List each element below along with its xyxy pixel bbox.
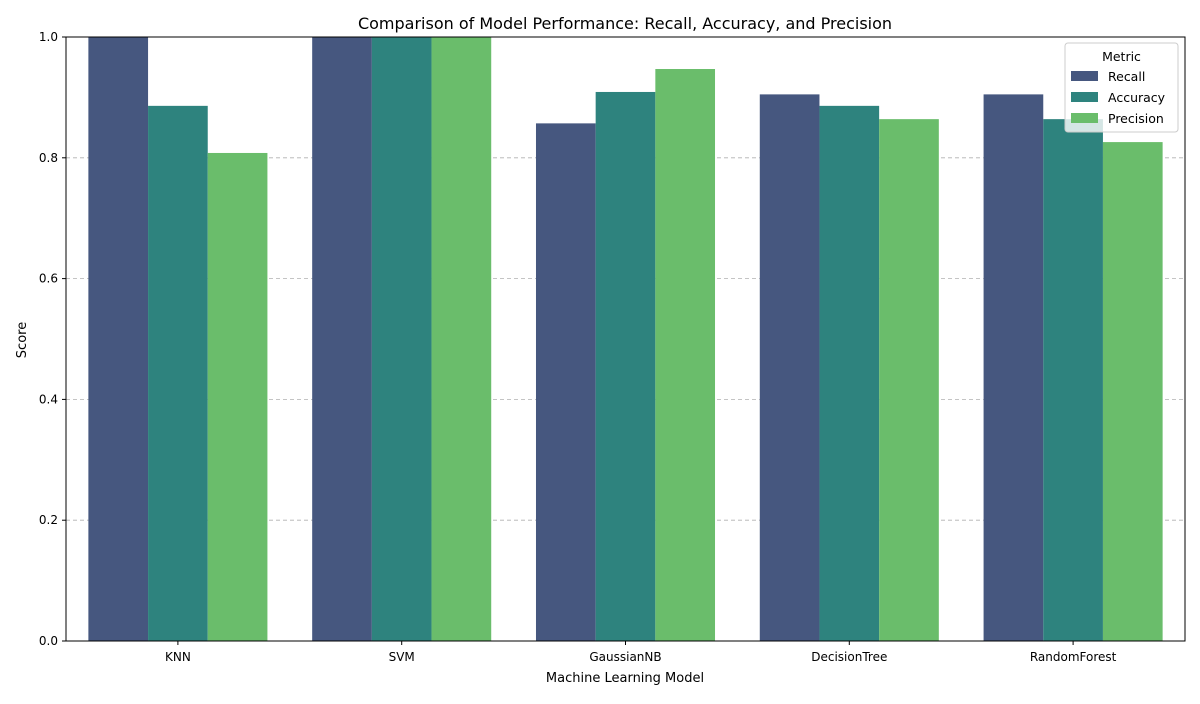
legend-swatch-precision [1071,113,1098,123]
legend-swatch-accuracy [1071,92,1098,102]
bar-recall-randomforest [983,94,1044,641]
bar-recall-decisiontree [759,94,820,641]
x-tick-label: SVM [389,650,415,664]
legend: Metric Recall Accuracy Precision [1064,42,1179,133]
bar-accuracy-knn [148,105,208,641]
bar-recall-gaussiannb [535,123,596,641]
chart-title: Comparison of Model Performance: Recall,… [358,14,892,33]
y-tick-label: 0.6 [39,272,58,286]
bars [88,37,1163,642]
legend-label-recall: Recall [1108,69,1145,84]
bar-recall-knn [88,37,149,641]
legend-title: Metric [1102,49,1141,64]
legend-label-precision: Precision [1108,111,1164,126]
ticks: 0.0 0.2 0.4 0.6 0.8 1.0 KNN SVM GaussianNB Decisi… [39,30,1117,664]
legend-label-accuracy: Accuracy [1108,90,1166,105]
legend-box [1064,42,1179,133]
bar-precision-decisiontree [879,119,939,642]
y-axis-label: Score [15,322,30,358]
x-axis-label: Machine Learning Model [546,671,704,686]
y-tick-label: 1.0 [39,30,58,44]
bar-accuracy-decisiontree [819,105,880,641]
bar-accuracy-gaussiannb [595,91,656,642]
bar-precision-gaussiannb [655,69,716,641]
bar-precision-randomforest [1102,142,1163,641]
bar-recall-svm [312,37,372,641]
bar-precision-svm [431,37,492,641]
bar-precision-knn [207,152,268,641]
x-tick-label: GaussianNB [589,650,661,664]
x-tick-label: KNN [165,650,191,664]
y-tick-label: 0.4 [39,392,58,406]
legend-swatch-recall [1071,71,1098,81]
bar-accuracy-svm [371,37,432,641]
bar-accuracy-randomforest [1043,119,1103,642]
x-tick-label: RandomForest [1030,650,1117,664]
y-tick-label: 0.0 [39,634,58,648]
x-tick-label: DecisionTree [811,650,887,664]
y-tick-label: 0.8 [39,151,58,165]
y-tick-label: 0.2 [39,513,58,527]
